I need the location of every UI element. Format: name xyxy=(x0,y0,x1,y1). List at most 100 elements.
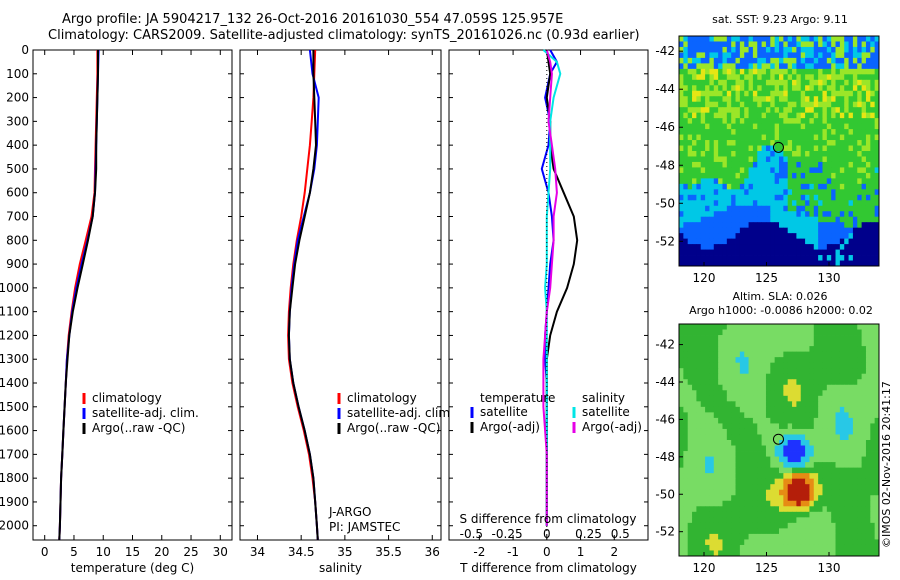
map-cell xyxy=(705,335,710,341)
map-cell xyxy=(692,85,697,92)
map-cell xyxy=(696,544,702,551)
map-cell xyxy=(818,79,823,86)
map-cell xyxy=(792,79,797,86)
map-cell xyxy=(770,244,776,250)
map-cell xyxy=(722,140,728,146)
map-cell xyxy=(800,255,806,261)
map-cell xyxy=(765,68,771,75)
map-cell xyxy=(874,401,880,408)
map-cell xyxy=(805,495,810,502)
map-cell xyxy=(726,74,732,81)
map-cell xyxy=(779,107,784,114)
map-cell xyxy=(705,423,710,430)
map-cell xyxy=(683,90,689,97)
map-cell xyxy=(831,255,836,261)
map-cell xyxy=(748,401,754,408)
map-cell xyxy=(726,423,732,430)
map-cell xyxy=(705,467,710,474)
map-cell xyxy=(805,478,810,485)
map-cell xyxy=(687,434,693,441)
map-cell xyxy=(718,112,723,119)
map-cell xyxy=(861,123,867,130)
map-cell xyxy=(722,118,728,125)
map-cell xyxy=(744,118,749,125)
map-cell xyxy=(852,478,858,485)
map-cell xyxy=(770,462,776,469)
map-cell xyxy=(805,140,810,146)
map-cell xyxy=(748,451,754,457)
map-cell xyxy=(857,172,863,179)
map-cell xyxy=(852,36,858,42)
map-cell xyxy=(735,495,741,502)
map-cell xyxy=(705,189,710,196)
map-cell xyxy=(683,406,689,413)
map-cell xyxy=(813,478,819,485)
map-cell xyxy=(696,36,702,42)
map-cell xyxy=(835,368,841,375)
map-cell xyxy=(774,401,780,408)
map-cell xyxy=(805,52,810,59)
map-cell xyxy=(822,384,828,391)
map-cell xyxy=(848,423,854,430)
map-cell xyxy=(735,489,741,496)
map-cell xyxy=(874,417,880,424)
map-cell xyxy=(722,445,728,452)
map-cell xyxy=(839,456,845,463)
map-cell xyxy=(752,134,758,141)
map-cell xyxy=(835,118,841,125)
map-cell xyxy=(770,46,776,53)
map-cell xyxy=(783,417,789,424)
map-cell xyxy=(813,528,819,535)
map-cell xyxy=(844,90,849,97)
map-cell xyxy=(687,379,693,386)
map-cell xyxy=(722,216,728,223)
map-cell xyxy=(757,329,763,336)
map-cell xyxy=(826,233,832,240)
map-cell xyxy=(687,123,693,130)
map-cell xyxy=(783,63,789,70)
map-cell xyxy=(761,440,767,446)
map-cell xyxy=(774,517,780,524)
map-cell xyxy=(844,412,849,419)
map-cell xyxy=(870,140,876,146)
map-cell xyxy=(765,205,771,212)
map-cell xyxy=(852,362,858,369)
map-cell xyxy=(726,244,732,250)
map-cell xyxy=(805,85,810,92)
map-cell xyxy=(861,118,867,125)
map-cell xyxy=(739,79,745,86)
map-cell xyxy=(744,324,749,330)
map-cell xyxy=(718,161,723,168)
map-cell xyxy=(844,244,849,250)
map-cell xyxy=(683,63,689,70)
map-cell xyxy=(852,550,858,557)
map-cell xyxy=(861,495,867,502)
map-cell xyxy=(831,511,836,518)
map-cell xyxy=(874,544,880,551)
map-cell xyxy=(757,517,763,524)
map-cell xyxy=(831,478,836,485)
map-cell xyxy=(861,200,867,207)
map-cell xyxy=(774,428,780,435)
map-cell xyxy=(848,351,854,358)
map-cell xyxy=(718,129,723,135)
title-line-1: Argo profile: JA 5904217_132 26-Oct-2016… xyxy=(62,12,564,27)
map-cell xyxy=(809,57,815,64)
map-cell xyxy=(683,390,689,397)
map-cell xyxy=(852,211,858,218)
map-cell xyxy=(844,68,849,75)
map-cell xyxy=(765,161,771,168)
map-cell xyxy=(735,417,741,424)
map-cell xyxy=(757,351,763,358)
map-cell xyxy=(826,406,832,413)
map-cell xyxy=(761,473,767,480)
map-cell xyxy=(848,46,854,53)
map-cell xyxy=(865,107,871,114)
map-cell xyxy=(792,63,797,70)
map-cell xyxy=(852,489,858,496)
map-cell xyxy=(687,227,693,234)
map-cell xyxy=(774,412,780,419)
map-cell xyxy=(852,172,858,179)
map-cell xyxy=(809,200,815,207)
map-cell xyxy=(839,134,845,141)
